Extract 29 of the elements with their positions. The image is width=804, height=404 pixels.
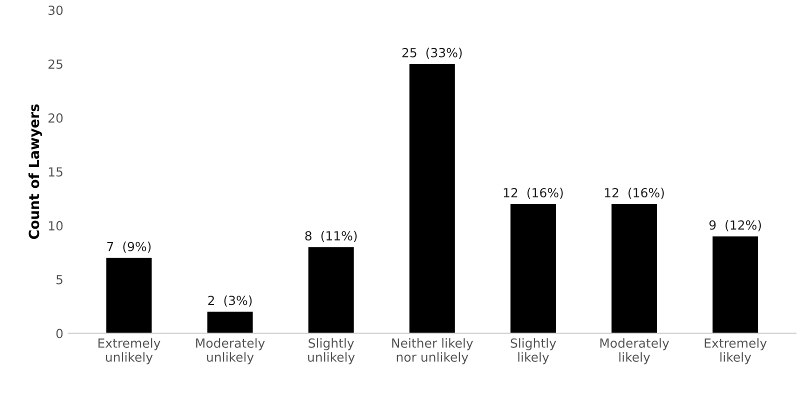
data-label: 9 (12%): [709, 220, 761, 232]
y-tick-label: 10: [48, 221, 63, 230]
y-tick-label: 5: [56, 275, 62, 284]
bar: [409, 64, 455, 334]
y-tick-label: 25: [48, 59, 62, 69]
x-tick-label: Moderately likely: [600, 338, 670, 364]
x-tick-label: Extremely unlikely: [98, 338, 160, 364]
y-tick-label: 0: [56, 328, 63, 338]
x-tick-label: Neither likely nor unlikely: [392, 338, 473, 364]
y-tick-label: 20: [48, 113, 63, 123]
x-tick-label: Slightly likely: [510, 338, 556, 364]
bar: [207, 312, 253, 334]
data-label: 12 (16%): [504, 188, 563, 199]
bar: [308, 247, 354, 334]
y-tick-label: 30: [48, 6, 63, 16]
bar: [510, 204, 556, 334]
bar: [106, 258, 152, 334]
data-label: 7 (9%): [107, 242, 151, 253]
x-tick-label: Extremely likely: [704, 338, 767, 364]
data-label: 8 (11%): [305, 230, 357, 242]
bar: [712, 236, 758, 334]
data-label: 25 (33%): [402, 48, 462, 59]
y-axis-title: Count of Lawyers: [28, 104, 42, 240]
data-label: 2 (3%): [208, 296, 252, 307]
x-tick-label: Slightly unlikely: [308, 338, 355, 364]
y-tick-label: 15: [48, 167, 62, 177]
x-tick-label: Moderately unlikely: [196, 338, 265, 364]
bar: [612, 204, 658, 334]
data-label: 12 (16%): [604, 188, 664, 199]
